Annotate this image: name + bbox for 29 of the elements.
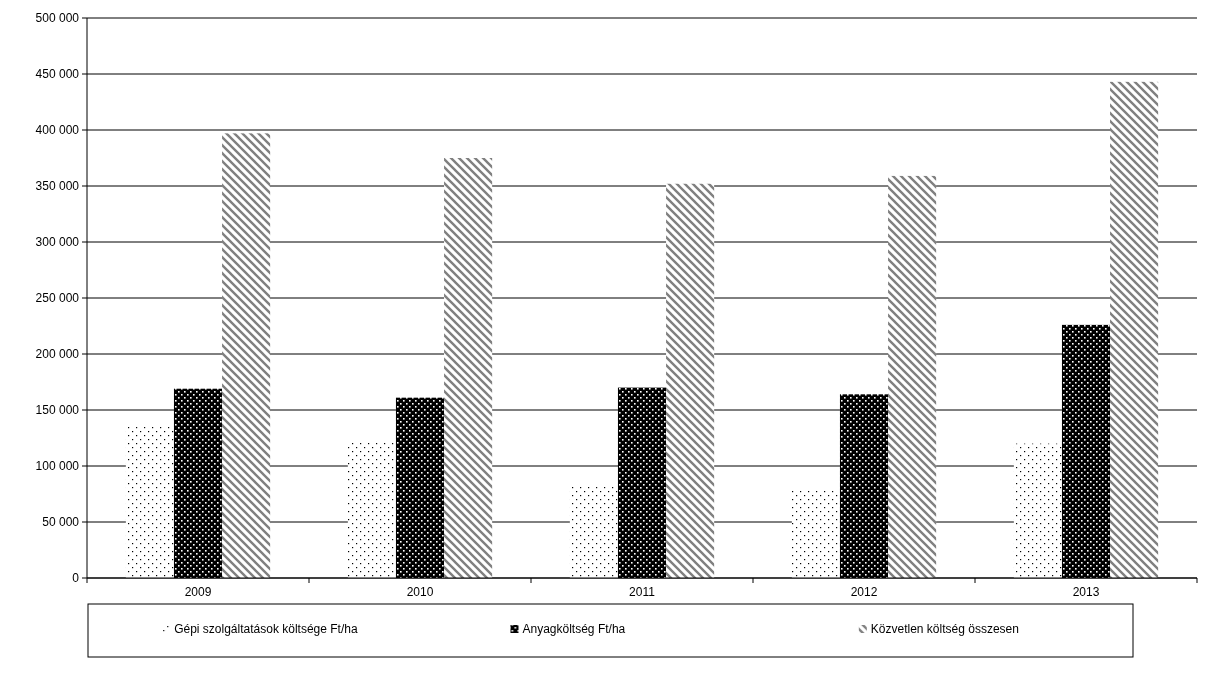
bar: [888, 175, 937, 578]
y-tick-label: 0: [72, 571, 80, 586]
bar: [173, 388, 223, 578]
y-tick-label: 300 000: [35, 235, 80, 250]
x-tick-label: 2010: [406, 585, 434, 599]
bar: [395, 397, 445, 578]
x-tick-label: 2011: [629, 585, 656, 599]
bar: [666, 183, 715, 578]
legend-label: Gépi szolgáltatások költsége Ft/ha: [174, 622, 358, 637]
y-tick-label: 150 000: [35, 403, 80, 418]
y-tick-label: 500 000: [35, 11, 80, 26]
bar: [617, 387, 667, 578]
legend-label: Anyagköltség Ft/ha: [522, 622, 626, 637]
y-tick-label: 250 000: [35, 291, 80, 306]
y-tick-label: 100 000: [35, 459, 80, 474]
y-tick-label: 350 000: [35, 179, 80, 194]
y-tick-label: 50 000: [42, 515, 80, 530]
legend-label: Közvetlen költség összesen: [870, 622, 1019, 637]
y-tick-label: 450 000: [35, 67, 80, 82]
bar: [444, 158, 493, 578]
bar: [839, 394, 889, 578]
bar: [1110, 81, 1159, 578]
bar: [1061, 324, 1111, 578]
y-tick-label: 400 000: [35, 123, 80, 138]
bar: [222, 133, 271, 578]
x-tick-label: 2009: [184, 585, 212, 599]
x-tick-label: 2013: [1072, 585, 1100, 599]
x-tick-label: 2012: [850, 585, 878, 599]
y-tick-label: 200 000: [35, 347, 80, 362]
